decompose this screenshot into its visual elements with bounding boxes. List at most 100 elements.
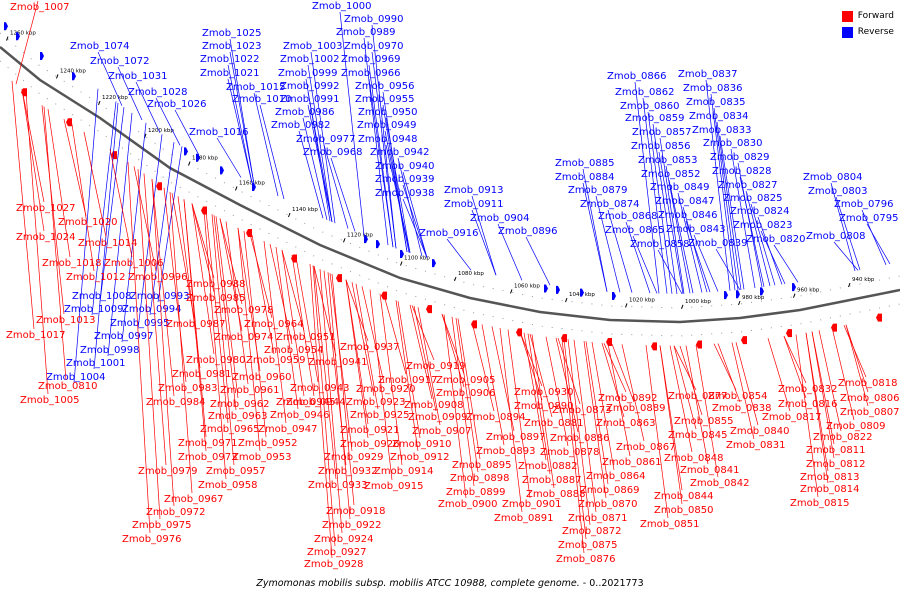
forward-gene-label[interactable]: Zmob_0988 xyxy=(186,279,246,290)
reverse-gene-label[interactable]: Zmob_1008 xyxy=(72,291,132,302)
forward-gene-label[interactable]: Zmob_0840 xyxy=(730,426,790,437)
forward-gene-label[interactable]: Zmob_0932 xyxy=(318,466,378,477)
reverse-gene-label[interactable]: Zmob_0994 xyxy=(122,304,182,315)
forward-gene-label[interactable]: Zmob_0863 xyxy=(596,418,656,429)
forward-gene-label[interactable]: Zmob_0877 xyxy=(668,391,728,402)
forward-gene-arrow[interactable] xyxy=(156,182,162,191)
forward-gene-label[interactable]: Zmob_0979 xyxy=(138,466,198,477)
forward-gene-label[interactable]: Zmob_0855 xyxy=(674,416,734,427)
forward-gene-label[interactable]: Zmob_0873 xyxy=(552,405,612,416)
forward-gene-label[interactable]: Zmob_0975 xyxy=(132,520,192,531)
forward-gene-label[interactable]: Zmob_0951 xyxy=(276,332,336,343)
forward-gene-label[interactable]: Zmob_1018 xyxy=(42,258,102,269)
reverse-gene-label[interactable]: Zmob_0970 xyxy=(344,41,404,52)
forward-gene-label[interactable]: Zmob_0915 xyxy=(364,481,424,492)
reverse-gene-label[interactable]: Zmob_1002 xyxy=(280,54,340,65)
reverse-gene-label[interactable]: Zmob_0833 xyxy=(692,125,752,136)
reverse-gene-label[interactable]: Zmob_0795 xyxy=(839,213,899,224)
forward-gene-label[interactable]: Zmob_0961 xyxy=(220,385,280,396)
forward-gene-label[interactable]: Zmob_0946 xyxy=(270,410,330,421)
forward-gene-label[interactable]: Zmob_0806 xyxy=(840,393,900,404)
forward-gene-arrow[interactable] xyxy=(606,338,612,347)
forward-gene-label[interactable]: Zmob_0822 xyxy=(813,432,873,443)
reverse-gene-label[interactable]: Zmob_0992 xyxy=(280,81,340,92)
reverse-gene-arrow[interactable] xyxy=(760,287,764,296)
reverse-gene-arrow[interactable] xyxy=(16,32,20,41)
reverse-gene-label[interactable]: Zmob_0857 xyxy=(632,127,692,138)
forward-gene-label[interactable]: Zmob_0861 xyxy=(602,457,662,468)
reverse-gene-label[interactable]: Zmob_1010 xyxy=(232,94,292,105)
reverse-gene-label[interactable]: Zmob_0966 xyxy=(341,68,401,79)
reverse-gene-label[interactable]: Zmob_0995 xyxy=(110,318,170,329)
forward-gene-label[interactable]: Zmob_0844 xyxy=(654,491,714,502)
legend-forward[interactable]: Forward xyxy=(841,8,894,24)
forward-gene-label[interactable]: Zmob_0876 xyxy=(556,554,616,565)
reverse-gene-label[interactable]: Zmob_0904 xyxy=(470,213,530,224)
reverse-gene-label[interactable]: Zmob_1026 xyxy=(147,99,207,110)
forward-gene-label[interactable]: Zmob_0953 xyxy=(232,452,292,463)
forward-gene-label[interactable]: Zmob_0848 xyxy=(664,453,724,464)
reverse-gene-label[interactable]: Zmob_0835 xyxy=(686,97,746,108)
reverse-gene-label[interactable]: Zmob_0829 xyxy=(710,152,770,163)
forward-gene-label[interactable]: Zmob_0838 xyxy=(712,403,772,414)
forward-gene-label[interactable]: Zmob_0878 xyxy=(540,447,600,458)
reverse-gene-arrow[interactable] xyxy=(736,290,740,299)
reverse-gene-label[interactable]: Zmob_0843 xyxy=(666,224,726,235)
reverse-gene-arrow[interactable] xyxy=(364,235,368,244)
forward-gene-label[interactable]: Zmob_0889 xyxy=(606,403,666,414)
reverse-gene-label[interactable]: Zmob_1004 xyxy=(46,372,106,383)
forward-gene-label[interactable]: Zmob_0814 xyxy=(800,484,860,495)
forward-gene-label[interactable]: Zmob_0815 xyxy=(790,498,850,509)
forward-gene-label[interactable]: Zmob_0957 xyxy=(206,466,266,477)
forward-gene-arrow[interactable] xyxy=(246,229,252,237)
reverse-gene-label[interactable]: Zmob_0939 xyxy=(375,174,435,185)
forward-gene-label[interactable]: Zmob_0809 xyxy=(826,421,886,432)
reverse-gene-arrow[interactable] xyxy=(196,153,200,162)
forward-gene-arrow[interactable] xyxy=(651,342,657,351)
reverse-gene-label[interactable]: Zmob_0825 xyxy=(723,193,783,204)
reverse-gene-arrow[interactable] xyxy=(184,147,188,156)
forward-gene-label[interactable]: Zmob_0899 xyxy=(446,487,506,498)
reverse-gene-label[interactable]: Zmob_0942 xyxy=(370,147,430,158)
reverse-gene-arrow[interactable] xyxy=(556,285,560,294)
forward-gene-label[interactable]: Zmob_0817 xyxy=(762,412,822,423)
reverse-gene-arrow[interactable] xyxy=(580,288,584,297)
forward-gene-label[interactable]: Zmob_1020 xyxy=(58,217,118,228)
reverse-gene-label[interactable]: Zmob_0874 xyxy=(580,199,640,210)
reverse-gene-label[interactable]: Zmob_1015 xyxy=(226,82,286,93)
reverse-gene-label[interactable]: Zmob_0986 xyxy=(275,107,335,118)
forward-gene-label[interactable]: Zmob_0930 xyxy=(514,387,574,398)
forward-gene-label[interactable]: Zmob_0974 xyxy=(214,332,274,343)
forward-gene-label[interactable]: Zmob_0983 xyxy=(158,383,218,394)
forward-gene-label[interactable]: Zmob_0905 xyxy=(436,375,496,386)
reverse-gene-label[interactable]: Zmob_0827 xyxy=(718,180,778,191)
forward-gene-label[interactable]: Zmob_0924 xyxy=(314,534,374,545)
reverse-gene-label[interactable]: Zmob_0808 xyxy=(806,231,866,242)
forward-gene-label[interactable]: Zmob_1007 xyxy=(10,2,70,13)
reverse-gene-label[interactable]: Zmob_1009 xyxy=(64,304,124,315)
reverse-gene-label[interactable]: Zmob_0846 xyxy=(658,210,718,221)
reverse-gene-arrow[interactable] xyxy=(72,72,76,81)
reverse-gene-label[interactable]: Zmob_0868 xyxy=(598,211,658,222)
forward-gene-label[interactable]: Zmob_0890 xyxy=(514,401,574,412)
forward-gene-label[interactable]: Zmob_0914 xyxy=(374,466,434,477)
reverse-gene-label[interactable]: Zmob_0823 xyxy=(733,220,793,231)
reverse-gene-label[interactable]: Zmob_0856 xyxy=(631,141,691,152)
reverse-gene-label[interactable]: Zmob_1074 xyxy=(70,41,130,52)
forward-gene-label[interactable]: Zmob_1017 xyxy=(6,330,66,341)
reverse-gene-arrow[interactable] xyxy=(400,250,404,258)
forward-gene-arrow[interactable] xyxy=(426,305,432,314)
reverse-gene-label[interactable]: Zmob_1016 xyxy=(189,127,249,138)
forward-gene-label[interactable]: Zmob_0841 xyxy=(680,465,740,476)
reverse-gene-arrow[interactable] xyxy=(220,166,224,175)
reverse-gene-label[interactable]: Zmob_0834 xyxy=(689,111,749,122)
reverse-gene-label[interactable]: Zmob_0949 xyxy=(357,120,417,131)
forward-gene-label[interactable]: Zmob_0996 xyxy=(128,272,188,283)
forward-gene-label[interactable]: Zmob_0912 xyxy=(390,452,450,463)
reverse-gene-label[interactable]: Zmob_1001 xyxy=(66,358,126,369)
forward-gene-label[interactable]: Zmob_0941 xyxy=(308,357,368,368)
forward-gene-label[interactable]: Zmob_0869 xyxy=(580,485,640,496)
forward-gene-label[interactable]: Zmob_0976 xyxy=(122,534,182,545)
reverse-gene-label[interactable]: Zmob_0982 xyxy=(271,120,331,131)
reverse-gene-label[interactable]: Zmob_1031 xyxy=(108,71,168,82)
